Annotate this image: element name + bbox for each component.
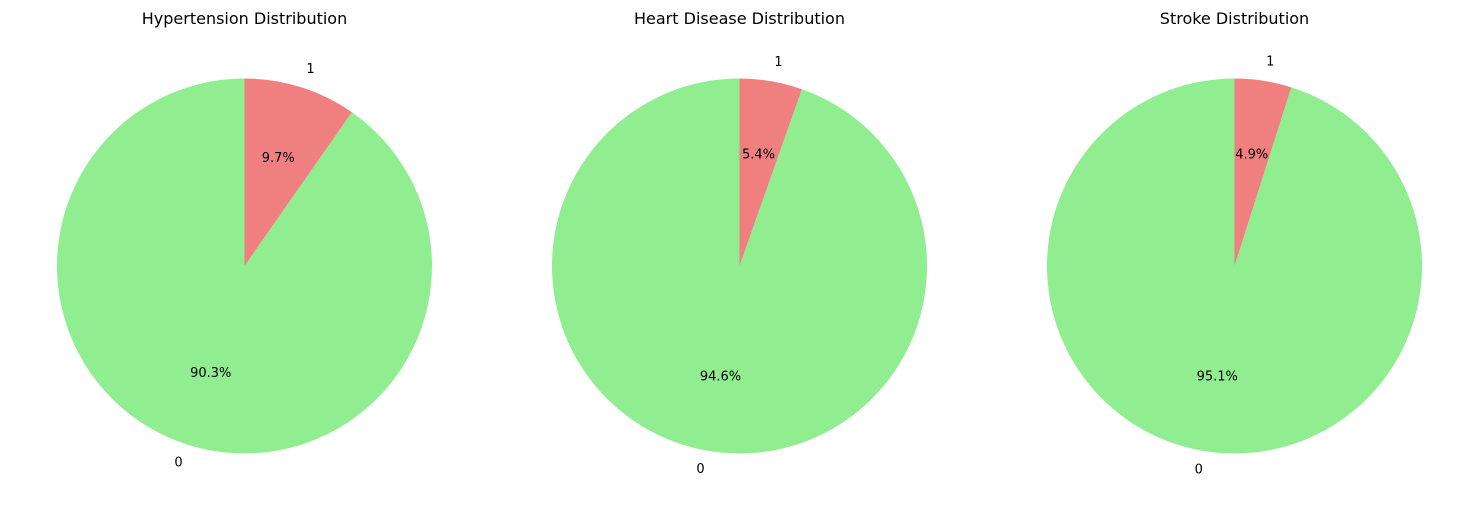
- pie-chart-1: Hypertension Distribution 90.3% 0 9.7% 1: [56, 9, 432, 470]
- pie-percent-label: 4.9%: [1235, 147, 1268, 162]
- pie-category-label: 1: [306, 62, 314, 77]
- pie-slice-0: [56, 78, 432, 454]
- chart-title: Hypertension Distribution: [142, 9, 347, 28]
- pie-chart-3: Stroke Distribution 95.1% 0 4.9% 1: [1046, 9, 1422, 477]
- pie-slice-1: [244, 78, 352, 266]
- chart-title: Stroke Distribution: [1160, 9, 1309, 28]
- chart-title: Heart Disease Distribution: [634, 9, 845, 28]
- pie-percent-label: 95.1%: [1197, 370, 1238, 385]
- pie-category-label: 1: [774, 55, 782, 70]
- pie-category-label: 0: [696, 462, 704, 477]
- pie-slice-1: [1234, 78, 1292, 266]
- pie-percent-label: 5.4%: [742, 148, 775, 163]
- pie-chart-2: Heart Disease Distribution 94.6% 0 5.4% 1: [551, 9, 927, 477]
- pie-percent-label: 90.3%: [190, 366, 231, 381]
- pie-slice-1: [739, 78, 802, 266]
- pie-category-label: 0: [174, 455, 182, 470]
- pie-category-label: 1: [1266, 55, 1274, 70]
- pie-category-label: 0: [1195, 462, 1203, 477]
- pie-percent-label: 94.6%: [700, 369, 741, 384]
- pie-slice-0: [551, 78, 927, 454]
- pie-percent-label: 9.7%: [262, 151, 295, 166]
- pie-slice-0: [1046, 78, 1422, 454]
